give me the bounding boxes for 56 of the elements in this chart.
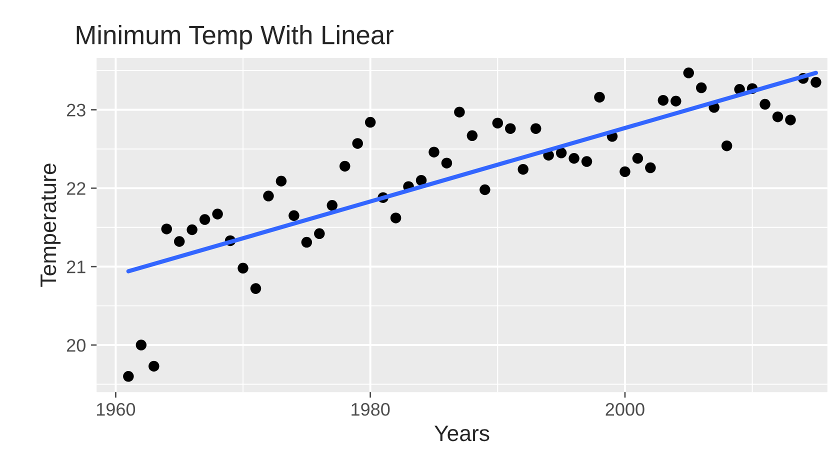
point <box>568 153 580 164</box>
point <box>263 190 274 202</box>
y-tick-label: 21 <box>67 260 86 274</box>
point <box>148 360 160 372</box>
point <box>123 371 134 382</box>
point <box>810 76 822 88</box>
point <box>721 140 732 152</box>
point <box>556 148 567 158</box>
point <box>620 166 630 178</box>
point <box>136 340 147 350</box>
point <box>199 214 210 225</box>
point <box>364 116 376 128</box>
point <box>390 212 402 224</box>
x-tick-label: 1960 <box>96 402 136 416</box>
point <box>505 123 516 134</box>
point <box>441 158 452 168</box>
y-tick-label: 23 <box>67 104 86 116</box>
point <box>250 283 262 294</box>
point <box>670 96 682 107</box>
point <box>428 146 440 158</box>
x-tick-label: 1980 <box>352 402 390 416</box>
point <box>238 262 248 274</box>
point <box>352 138 363 149</box>
point <box>314 228 325 240</box>
point <box>186 224 198 236</box>
point <box>174 236 185 247</box>
point <box>161 224 172 234</box>
point <box>326 200 338 211</box>
point <box>785 114 796 126</box>
y-tick-label: 22 <box>67 182 86 195</box>
point <box>492 118 504 128</box>
point <box>301 236 312 248</box>
point <box>683 68 694 78</box>
point <box>416 174 427 186</box>
x-tick-label: 2000 <box>606 402 644 416</box>
point <box>480 184 490 196</box>
y-tick-label: 20 <box>67 338 86 352</box>
point <box>772 111 784 122</box>
point <box>288 210 300 222</box>
y-axis-title: Temperature <box>40 164 61 287</box>
point <box>454 106 465 118</box>
point <box>530 123 542 134</box>
chart-title: Minimum Temp With Linear <box>76 24 394 50</box>
point <box>658 94 669 106</box>
point <box>212 208 223 220</box>
point <box>466 130 478 142</box>
x-axis-title: Years <box>434 426 490 442</box>
point <box>518 164 528 175</box>
point <box>594 92 605 103</box>
point <box>339 160 350 172</box>
point <box>645 162 656 174</box>
point <box>760 98 770 110</box>
point <box>276 176 287 187</box>
point <box>696 82 707 94</box>
point <box>581 156 592 167</box>
point <box>632 153 644 164</box>
